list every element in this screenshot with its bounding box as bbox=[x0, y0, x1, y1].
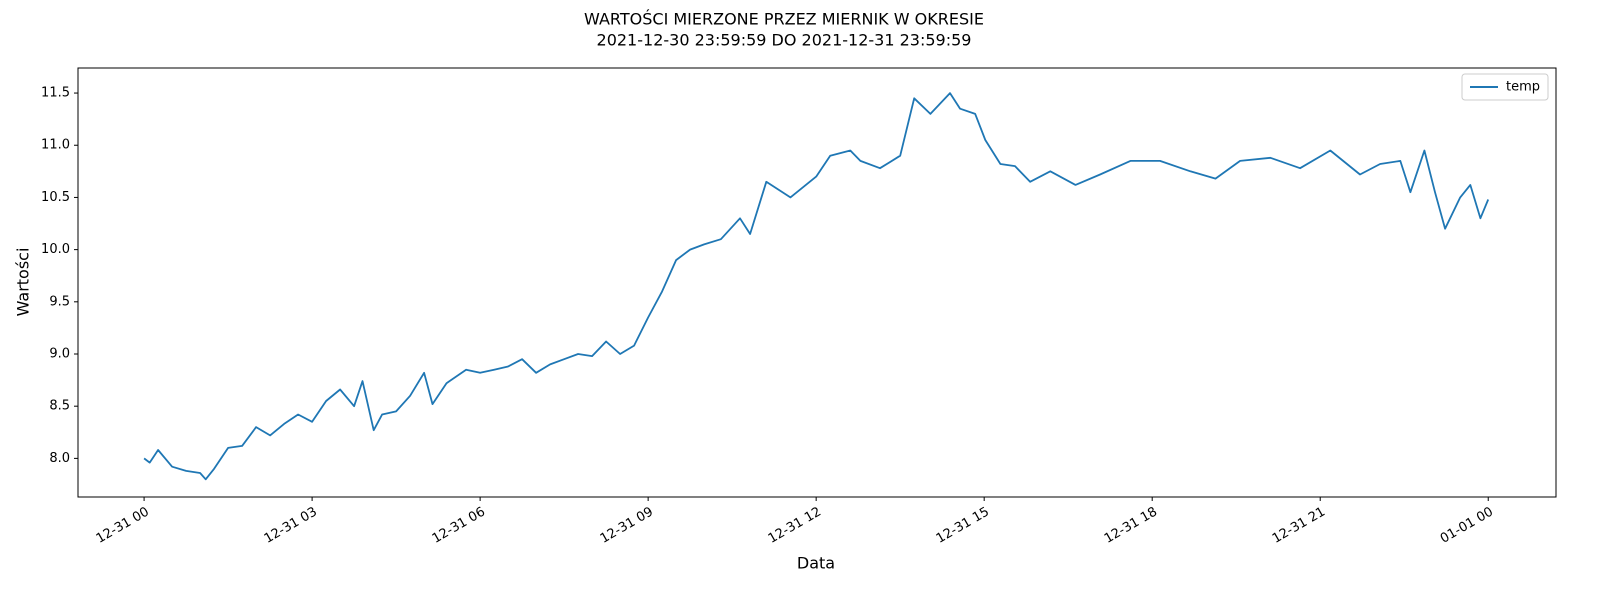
x-tick-label: 12-31 12 bbox=[766, 505, 824, 547]
x-tick-label: 12-31 21 bbox=[1270, 505, 1328, 547]
x-tick-label: 12-31 15 bbox=[934, 505, 992, 547]
y-tick-label: 11.0 bbox=[41, 138, 70, 153]
x-tick-label: 01-01 00 bbox=[1438, 505, 1496, 547]
legend-box bbox=[1461, 73, 1549, 101]
y-axis-label: Wartości bbox=[14, 248, 33, 317]
x-axis-label: Data bbox=[797, 554, 835, 573]
chart-title: WARTOŚCI MIERZONE PRZEZ MIERNIK W OKRESI… bbox=[584, 10, 984, 29]
x-tick-label: 12-31 03 bbox=[262, 505, 320, 547]
x-tick-label: 12-31 00 bbox=[94, 505, 152, 547]
y-tick-label: 8.0 bbox=[49, 451, 70, 466]
y-tick-label: 11.5 bbox=[41, 86, 70, 101]
x-tick-label: 12-31 18 bbox=[1102, 505, 1160, 547]
x-tick-label: 12-31 06 bbox=[430, 505, 488, 547]
x-tick-label: 12-31 09 bbox=[598, 505, 656, 547]
legend-label: temp bbox=[1506, 80, 1540, 95]
line-series bbox=[143, 92, 1490, 481]
y-tick-label: 9.0 bbox=[49, 347, 70, 362]
chart-subtitle: 2021-12-30 23:59:59 DO 2021-12-31 23:59:… bbox=[597, 31, 972, 50]
y-tick-label: 8.5 bbox=[49, 399, 70, 414]
y-tick-label: 10.0 bbox=[41, 242, 70, 257]
y-tick-label: 10.5 bbox=[41, 190, 70, 205]
y-tick-label: 9.5 bbox=[49, 294, 70, 309]
plot-frame bbox=[77, 67, 1557, 498]
